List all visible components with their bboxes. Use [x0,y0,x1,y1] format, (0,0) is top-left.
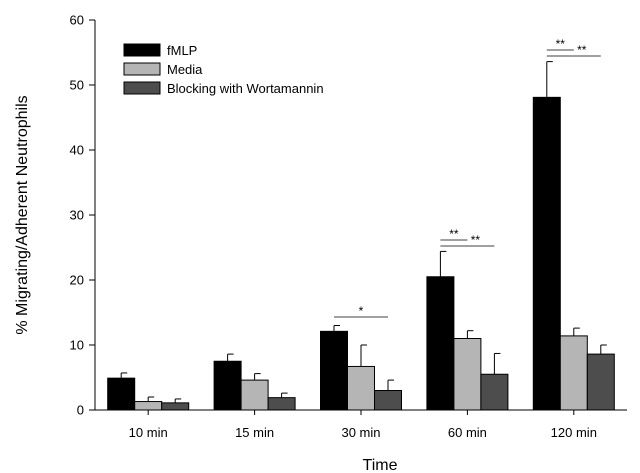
y-axis-title: % Migrating/Adherent Neutrophils [14,95,31,334]
legend-swatch [123,62,161,76]
bar [320,330,348,411]
x-tick-label: 60 min [448,425,487,440]
y-ticks: 0 10 20 30 40 50 60 [70,13,95,418]
x-axis-title: Time [363,457,398,473]
x-ticks: 10 min 15 min 30 min 60 min 120 min [129,410,597,440]
significance-label: * [359,304,364,318]
bar [559,335,588,411]
significance-label: ** [556,37,566,51]
bar [532,96,561,411]
error-bars [120,61,607,403]
y-tick-label: 50 [70,78,84,93]
x-tick-label: 10 min [129,425,168,440]
legend-swatch [123,43,161,57]
bar [240,379,269,411]
bar [426,276,455,411]
bar [453,338,482,411]
significance-label: ** [471,233,481,247]
bar [480,373,509,411]
bar [213,360,242,411]
x-tick-label: 15 min [235,425,274,440]
significance-markers: *** **** ** [334,37,601,318]
significance-label: ** [449,227,459,241]
y-tick-label: 0 [77,403,84,418]
legend-swatch [123,81,161,95]
y-tick-label: 60 [70,13,84,28]
bar [586,353,615,411]
bar [267,397,296,411]
legend-label: Media [167,62,203,77]
bar [374,390,402,411]
legend-label: fMLP [167,43,197,58]
legend: fMLP Media Blocking with Wortamannin [123,43,324,96]
bars [107,96,615,411]
bar [347,365,375,411]
bar [134,401,163,411]
y-tick-label: 10 [70,338,84,353]
legend-label: Blocking with Wortamannin [167,81,324,96]
significance-label: ** [577,43,587,57]
y-tick-label: 30 [70,208,84,223]
bar [107,377,136,411]
bar [161,402,190,411]
y-tick-label: 20 [70,273,84,288]
y-tick-label: 40 [70,143,84,158]
x-tick-label: 120 min [551,425,597,440]
x-tick-label: 30 min [341,425,380,440]
